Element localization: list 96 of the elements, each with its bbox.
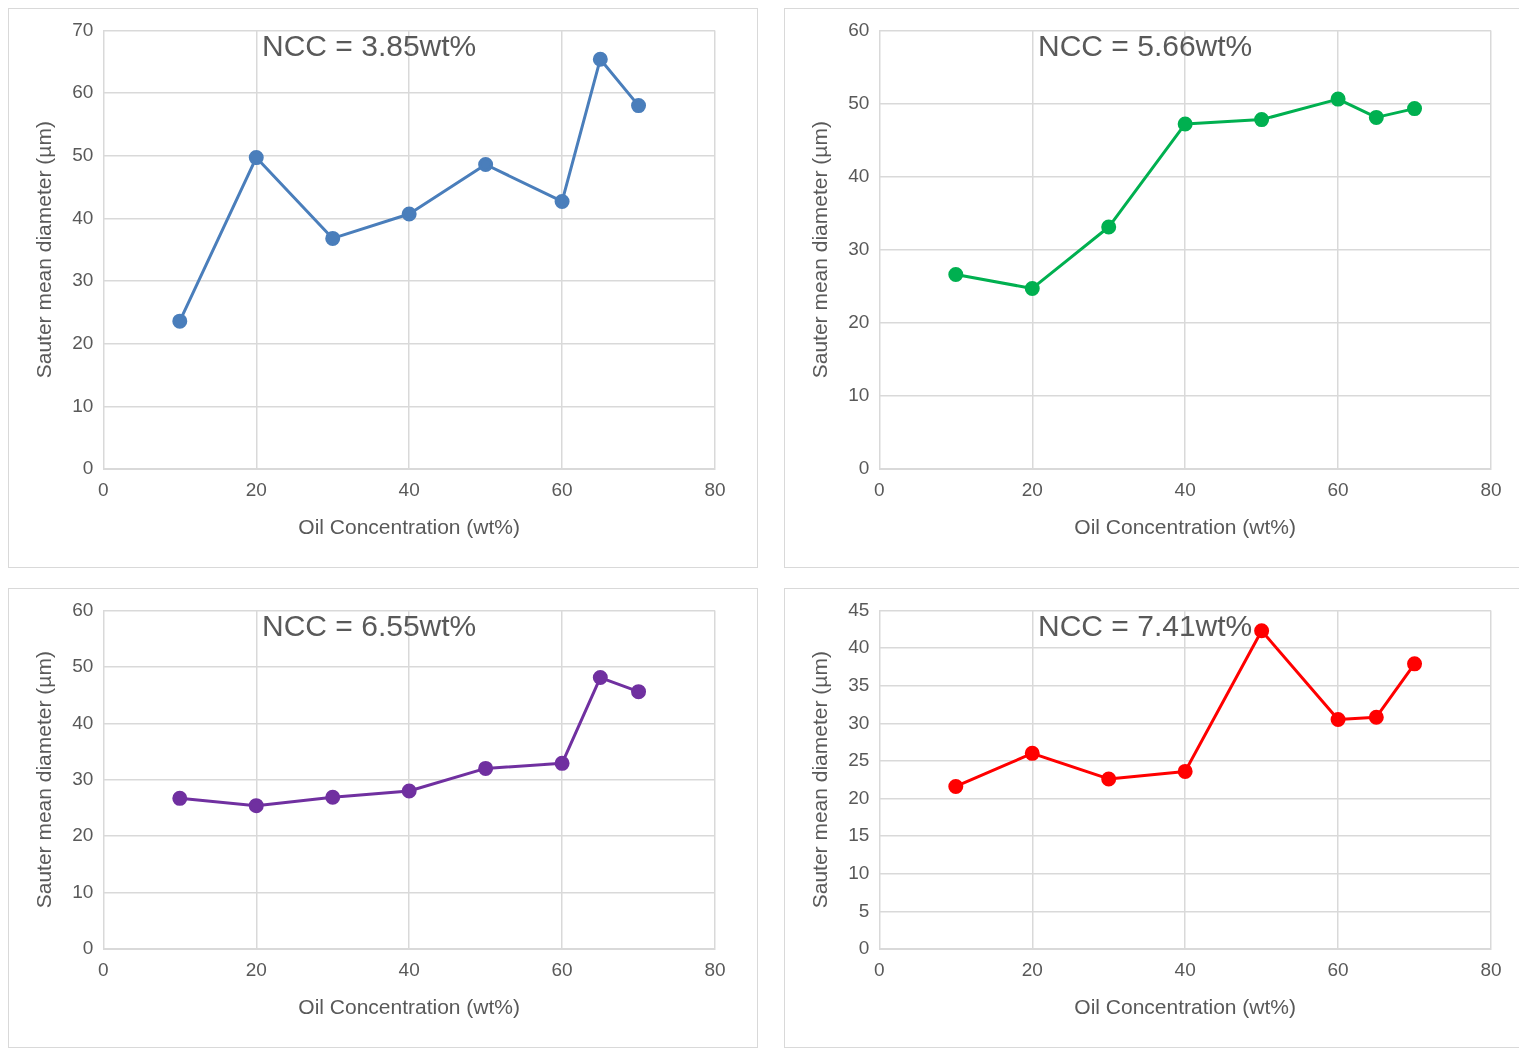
point: [631, 684, 647, 700]
y-tick-label: 40: [72, 711, 94, 733]
x-axis-title: Oil Concentration (wt%): [298, 995, 521, 1019]
y-tick-label: 20: [72, 331, 94, 353]
y-tick-label: 15: [848, 824, 870, 846]
y-tick-label: 20: [848, 311, 870, 333]
y-tick-label: 0: [82, 937, 94, 959]
x-tick-label: 40: [398, 958, 420, 980]
x-axis-title: Oil Concentration (wt%): [1074, 515, 1297, 539]
x-tick-label: 60: [551, 478, 573, 500]
y-tick-label: 50: [72, 143, 94, 165]
chart-title: NCC = 5.66wt%: [1038, 28, 1253, 62]
x-tick-label: 80: [1480, 478, 1502, 500]
y-axis-title: Sauter mean diameter (µm): [808, 651, 832, 909]
point: [1368, 109, 1384, 125]
y-tick-label: 10: [848, 384, 870, 406]
point: [1407, 101, 1423, 117]
x-axis-title: Oil Concentration (wt%): [298, 515, 521, 539]
y-tick-label: 70: [72, 18, 94, 40]
y-tick-label: 60: [848, 18, 870, 40]
x-tick-label: 20: [245, 958, 267, 980]
point: [1101, 771, 1117, 787]
point: [248, 798, 264, 814]
y-tick-label: 10: [848, 861, 870, 883]
x-tick-label: 20: [1021, 958, 1043, 980]
chart-title: NCC = 6.55wt%: [262, 608, 477, 642]
point: [554, 193, 570, 209]
x-tick-label: 20: [245, 478, 267, 500]
x-tick-label: 0: [874, 478, 885, 500]
x-tick-label: 60: [1327, 478, 1349, 500]
point: [325, 230, 341, 246]
x-tick-label: 40: [398, 478, 420, 500]
x-tick-label: 80: [704, 478, 726, 500]
y-tick-label: 50: [848, 91, 870, 113]
point: [1101, 219, 1117, 235]
x-tick-label: 60: [551, 958, 573, 980]
x-tick-label: 80: [1480, 958, 1502, 980]
y-tick-label: 0: [82, 457, 94, 479]
point: [172, 790, 188, 806]
point: [325, 789, 341, 805]
point: [631, 98, 647, 114]
y-tick-label: 5: [858, 899, 870, 921]
y-tick-label: 40: [72, 206, 94, 228]
y-tick-label: 10: [72, 880, 94, 902]
y-tick-label: 30: [848, 711, 870, 733]
point: [1368, 709, 1384, 725]
point: [554, 755, 570, 771]
point: [1254, 112, 1270, 128]
x-tick-label: 0: [98, 478, 109, 500]
point: [1330, 91, 1346, 107]
x-tick-label: 0: [98, 958, 109, 980]
x-tick-label: 40: [1174, 478, 1196, 500]
y-tick-label: 0: [858, 937, 870, 959]
x-tick-label: 0: [874, 958, 885, 980]
x-tick-label: 60: [1327, 958, 1349, 980]
point: [1254, 623, 1270, 639]
y-tick-label: 35: [848, 673, 870, 695]
y-tick-label: 30: [848, 237, 870, 259]
point: [478, 156, 494, 172]
point: [592, 51, 608, 67]
y-tick-label: 30: [72, 269, 94, 291]
point: [1330, 712, 1346, 727]
y-tick-label: 40: [848, 636, 870, 658]
point: [1024, 280, 1040, 296]
y-tick-label: 40: [848, 164, 870, 186]
y-axis-title: Sauter mean diameter (µm): [808, 121, 832, 379]
y-tick-label: 60: [72, 81, 94, 103]
point: [1177, 116, 1193, 132]
point: [248, 150, 264, 166]
x-tick-label: 40: [1174, 958, 1196, 980]
point: [401, 783, 417, 799]
y-tick-label: 25: [848, 749, 870, 771]
point: [478, 760, 494, 776]
point: [592, 670, 608, 686]
x-axis-title: Oil Concentration (wt%): [1074, 995, 1297, 1019]
y-axis-title: Sauter mean diameter (µm): [32, 121, 56, 379]
point: [1024, 745, 1040, 761]
point: [948, 267, 964, 283]
y-axis-title: Sauter mean diameter (µm): [32, 651, 56, 909]
y-tick-label: 45: [848, 598, 870, 620]
y-tick-label: 0: [858, 457, 870, 479]
x-tick-label: 80: [704, 958, 726, 980]
y-tick-label: 20: [848, 786, 870, 808]
y-tick-label: 30: [72, 767, 94, 789]
point: [401, 206, 417, 222]
y-tick-label: 20: [72, 824, 94, 846]
point: [172, 313, 188, 329]
point: [1407, 656, 1423, 672]
point: [948, 778, 964, 794]
chart-title: NCC = 3.85wt%: [262, 28, 477, 62]
y-tick-label: 50: [72, 655, 94, 677]
x-tick-label: 20: [1021, 478, 1043, 500]
chart-title: NCC = 7.41wt%: [1038, 608, 1253, 642]
y-tick-label: 60: [72, 598, 94, 620]
point: [1177, 763, 1193, 779]
y-tick-label: 10: [72, 394, 94, 416]
